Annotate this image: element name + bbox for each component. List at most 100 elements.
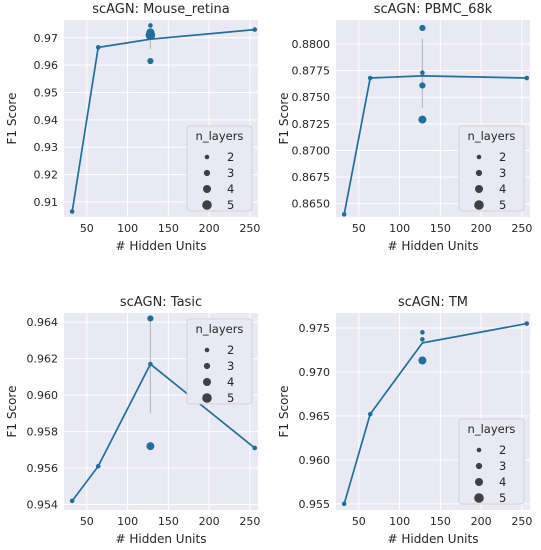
x-tick-label: 100 — [389, 515, 410, 528]
data-point — [95, 463, 101, 469]
y-tick-label: 0.956 — [27, 462, 59, 475]
legend-label: 5 — [499, 491, 506, 505]
data-point — [148, 361, 153, 367]
legend-title: n_layers — [196, 129, 244, 143]
data-point — [524, 321, 530, 326]
data-point — [341, 212, 347, 217]
x-tick-label: 200 — [199, 515, 220, 528]
legend-marker — [475, 478, 483, 486]
legend-marker — [474, 493, 484, 503]
x-tick-label: 250 — [511, 222, 532, 235]
chart-title: scAGN: TM — [398, 295, 468, 310]
data-point — [146, 442, 155, 451]
y-axis-label: F1 Score — [5, 93, 19, 145]
series-line — [343, 322, 527, 505]
data-point — [524, 75, 530, 81]
data-point — [367, 75, 373, 81]
data-point — [147, 57, 154, 65]
x-tick-label: 150 — [158, 222, 179, 235]
x-tick-label: 150 — [430, 222, 451, 235]
chart-title: scAGN: Tasic — [120, 295, 202, 310]
x-tick-label: 200 — [471, 515, 492, 528]
y-tick-label: 0.91 — [34, 196, 59, 209]
subplot-3: 50 100 150 200 250 0.954 0.956 0.958 0.960 0.962 0… — [5, 295, 260, 546]
x-axis-label: # Hidden Units — [116, 532, 207, 546]
x-tick-label: 150 — [430, 515, 451, 528]
x-tick-label: 50 — [352, 515, 366, 528]
x-tick-label: 150 — [158, 515, 179, 528]
y-tick-label: 0.94 — [34, 114, 59, 127]
legend-marker — [203, 378, 211, 386]
legend-marker — [475, 185, 483, 193]
chart-title: scAGN: Mouse_retina — [92, 2, 230, 17]
legend-label: 2 — [499, 150, 506, 164]
legend-marker — [202, 393, 212, 403]
x-axis-label: # Hidden Units — [388, 239, 479, 253]
y-tick-label: 0.8675 — [292, 171, 331, 184]
data-point — [341, 501, 347, 507]
y-tick-label: 0.965 — [299, 410, 331, 423]
x-tick-label: 250 — [239, 515, 260, 528]
legend-marker — [204, 154, 210, 160]
data-point — [419, 82, 426, 89]
x-tick-label: 100 — [389, 222, 410, 235]
data-point — [148, 23, 153, 28]
series-line — [71, 362, 256, 502]
legend-label: 3 — [227, 359, 234, 373]
legend-title: n_layers — [468, 422, 516, 436]
x-tick-label: 50 — [352, 222, 366, 235]
x-tick-label: 250 — [511, 515, 532, 528]
y-tick-label: 0.92 — [34, 169, 59, 182]
legend-label: 4 — [499, 182, 506, 196]
legend-marker — [474, 200, 484, 210]
legend-marker — [476, 447, 482, 453]
y-tick-label: 0.93 — [34, 141, 59, 154]
subplot-4: 50 100 150 200 250 0.955 0.960 0.965 0.970 0.975 s… — [277, 295, 532, 546]
legend-marker — [476, 154, 482, 160]
y-tick-label: 0.955 — [299, 498, 331, 511]
x-tick-label: 250 — [239, 222, 260, 235]
y-tick-label: 0.8650 — [292, 198, 331, 211]
data-point — [420, 70, 425, 76]
subplot-1: 50 100 150 200 250 0.91 0.92 0.93 0.94 0.95 0.96 0.… — [5, 2, 260, 253]
data-point — [252, 445, 258, 451]
data-point — [69, 498, 75, 504]
y-tick-label: 0.95 — [34, 87, 59, 100]
data-point — [95, 45, 101, 50]
legend-marker — [203, 185, 211, 193]
x-axis-label: # Hidden Units — [388, 532, 479, 546]
legend-label: 4 — [227, 182, 234, 196]
y-axis-label: F1 Score — [277, 386, 291, 438]
data-point — [252, 27, 258, 32]
legend-label: 2 — [499, 443, 506, 457]
x-tick-label: 50 — [80, 222, 94, 235]
data-point — [145, 30, 156, 40]
y-tick-label: 0.962 — [27, 353, 59, 366]
y-tick-label: 0.960 — [299, 454, 331, 467]
legend-label: 3 — [227, 166, 234, 180]
legend: n_layers 2 3 4 5 — [186, 318, 253, 405]
legend-label: 5 — [499, 198, 506, 212]
series-line — [343, 75, 527, 215]
legend-marker — [204, 347, 210, 353]
legend: n_layers 2 3 4 5 — [458, 125, 525, 212]
legend-marker — [475, 169, 483, 177]
legend-title: n_layers — [196, 322, 244, 336]
y-tick-label: 0.975 — [299, 322, 331, 335]
x-tick-label: 50 — [80, 515, 94, 528]
subplot-2: 50 100 150 200 250 0.8650 0.8675 0.8700 0.8725 0.… — [277, 2, 532, 253]
data-point — [367, 411, 373, 417]
legend-label: 2 — [227, 343, 234, 357]
y-axis-label: F1 Score — [277, 93, 291, 145]
y-tick-label: 0.8750 — [292, 91, 331, 104]
legend-label: 5 — [227, 198, 234, 212]
y-tick-label: 0.8725 — [292, 118, 331, 131]
y-tick-label: 0.8700 — [292, 144, 331, 157]
y-tick-label: 0.954 — [27, 499, 59, 512]
x-axis-label: # Hidden Units — [116, 239, 207, 253]
legend-label: 3 — [499, 166, 506, 180]
data-point — [419, 24, 426, 32]
x-tick-label: 100 — [117, 515, 138, 528]
legend-title: n_layers — [468, 129, 516, 143]
